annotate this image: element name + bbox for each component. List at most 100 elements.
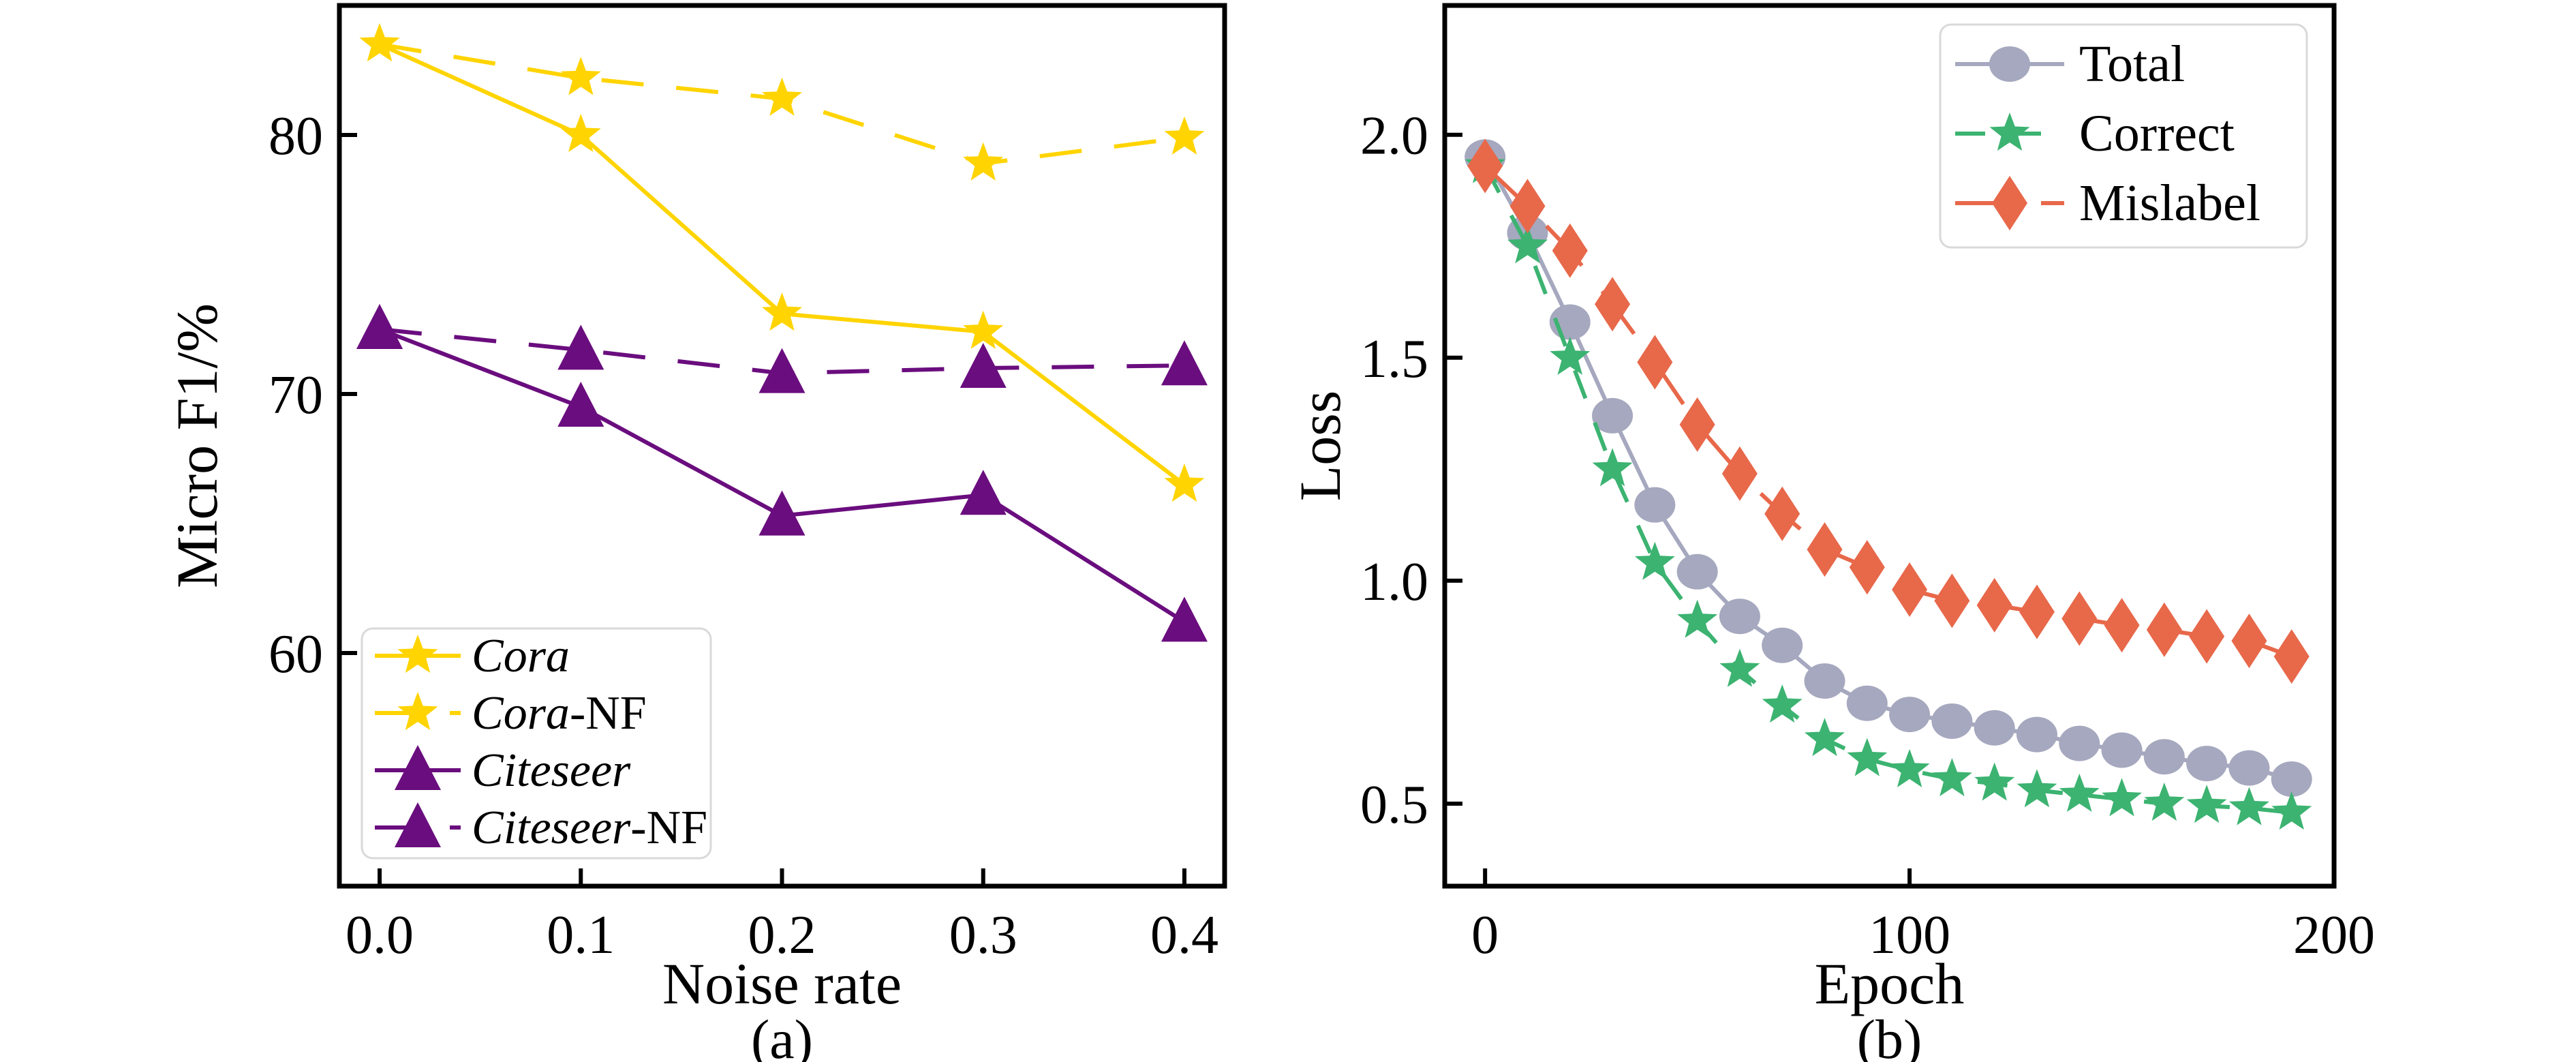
series-Mislabel-diamond-marker xyxy=(2231,613,2267,669)
series-Correct-star-marker xyxy=(2059,773,2100,812)
subplot-caption: (a) xyxy=(751,1008,813,1062)
legend-item-Citeseer-NF-triangle-marker xyxy=(395,802,441,847)
series-Citeseer-triangle-marker xyxy=(1161,596,1208,642)
legend-item-Correct-label: Correct xyxy=(2079,105,2235,162)
series-Mislabel-diamond-marker xyxy=(2061,591,2098,646)
series-Cora-NF-star-marker xyxy=(560,57,601,95)
legend-item-Citeseer: Citeseer xyxy=(375,744,631,797)
legend-item-Citeseer-triangle-marker xyxy=(395,745,441,790)
series-Mislabel xyxy=(1467,138,2310,684)
series-Mislabel-diamond-marker xyxy=(1892,562,1928,617)
x-tick-label: 0.3 xyxy=(949,905,1017,965)
panel-a-plot-area xyxy=(356,23,1208,642)
series-Mislabel-diamond-marker xyxy=(1509,179,1546,234)
series-Total-circle-marker xyxy=(1931,703,1973,739)
series-Correct-star-marker xyxy=(2271,791,2312,830)
series-Mislabel-diamond-marker xyxy=(1849,540,1885,595)
y-tick-label: 80 xyxy=(269,106,323,166)
series-Mislabel-diamond-marker xyxy=(1467,138,1503,194)
series-Cora-star-marker xyxy=(1164,464,1205,502)
legend-b-box xyxy=(1939,23,2308,249)
series-Total-circle-marker xyxy=(2271,761,2312,797)
series-Correct-star-marker xyxy=(1507,225,1548,264)
legend-item-Cora-NF-label: Cora-NF xyxy=(472,687,647,740)
series-Correct-star-marker xyxy=(1805,718,1845,757)
legend-item-Mislabel-label: Mislabel xyxy=(2079,175,2260,232)
series-Mislabel-diamond-marker xyxy=(1807,522,1843,577)
legend-item-Citeseer-NF: Citeseer-NF xyxy=(375,802,707,854)
legend-label-plain-part: Correct xyxy=(2079,105,2235,162)
x-tick-label: 100 xyxy=(1869,905,1950,965)
legend-item-Mislabel: Mislabel xyxy=(1955,175,2260,232)
series-Correct-star-marker xyxy=(2228,787,2269,825)
legend-label-plain-part: -NF xyxy=(570,687,647,740)
series-Mislabel-diamond-marker xyxy=(1679,397,1715,452)
series-Total-circle-marker xyxy=(1676,553,1718,590)
legend-label-italic-part: Cora xyxy=(472,630,570,682)
series-Citeseer-NF-triangle-marker xyxy=(356,304,403,349)
series-Correct-star-marker xyxy=(1931,758,1972,797)
series-Citeseer-triangle-marker xyxy=(960,470,1007,515)
panel-b: 0 100 200 0.5 1.0 1.5 2.0 Epoch Loss (b) Total Corr… xyxy=(1287,3,2375,1062)
y-tick-label: 70 xyxy=(269,365,323,425)
x-tick-label: 200 xyxy=(2293,905,2375,965)
panel-b-frame xyxy=(1442,3,2337,889)
series-Correct-star-marker xyxy=(2017,769,2057,808)
series-Mislabel-diamond-marker xyxy=(2273,629,2310,684)
series-Correct-star-marker xyxy=(2144,783,2185,821)
series-Correct-line xyxy=(1483,165,2293,815)
y-tick-label: 2.0 xyxy=(1360,106,1428,166)
series-Correct-star-marker xyxy=(1762,684,1803,723)
subplot-caption: (b) xyxy=(1857,1008,1922,1062)
series-Cora-NF xyxy=(359,23,1205,181)
series-Mislabel-diamond-marker xyxy=(2104,598,2140,653)
series-Cora-star-marker xyxy=(762,292,802,331)
series-Mislabel-diamond-marker xyxy=(2019,584,2055,639)
legend-item-Citeseer-label: Citeseer xyxy=(472,744,631,797)
x-tick-label: 0.4 xyxy=(1150,905,1218,965)
legend-item-Total: Total xyxy=(1955,35,2185,93)
series-Citeseer-triangle-marker xyxy=(557,382,604,427)
series-Correct-star-marker xyxy=(1592,448,1633,487)
legend-a-box xyxy=(361,627,712,860)
series-Citeseer-triangle-marker xyxy=(758,490,806,536)
series-Correct-star-marker xyxy=(2102,778,2142,817)
series-Cora-line xyxy=(378,42,1186,487)
legend-label-italic-part: Citeseer xyxy=(472,744,631,797)
series-Mislabel-diamond-marker xyxy=(1637,335,1673,390)
series-Mislabel-diamond-marker xyxy=(2146,602,2182,657)
x-tick-label: 0.0 xyxy=(346,905,414,965)
series-Cora-star-marker xyxy=(560,114,601,153)
series-Cora-star-marker xyxy=(963,310,1004,349)
legend-label-plain-part: -NF xyxy=(630,802,707,854)
series-Cora-NF-star-marker xyxy=(762,77,802,116)
series-Total-circle-marker xyxy=(2143,739,2185,775)
legend-label-plain-part: Mislabel xyxy=(2079,175,2260,232)
series-Correct-star-marker xyxy=(1719,648,1760,687)
series-Total-circle-marker xyxy=(2228,750,2270,786)
series-Cora-NF-star-marker xyxy=(1164,116,1205,155)
legend-item-Total-circle-marker xyxy=(1989,46,2030,82)
series-Correct-star-marker xyxy=(2186,785,2227,823)
series-Total-circle-marker xyxy=(1592,397,1634,434)
series-Total-circle-marker xyxy=(1974,710,2015,746)
x-axis-label: Epoch xyxy=(1815,951,1965,1016)
series-Mislabel-diamond-marker xyxy=(1552,223,1588,278)
legend-item-Cora: Cora xyxy=(375,630,570,682)
series-Citeseer-NF-triangle-marker xyxy=(1161,340,1208,386)
series-Citeseer-NF xyxy=(356,304,1208,393)
series-Mislabel-diamond-marker xyxy=(1976,577,2012,633)
series-Correct-star-marker xyxy=(1889,748,1930,787)
y-tick-label: 60 xyxy=(269,624,323,684)
series-Citeseer-NF-triangle-marker xyxy=(758,348,806,393)
x-tick-label: 0.1 xyxy=(547,905,615,965)
series-Total xyxy=(1465,139,2312,797)
series-Correct-star-marker xyxy=(1974,762,2015,801)
legend-item-Cora-label: Cora xyxy=(472,630,570,682)
legend-label-italic-part: Cora xyxy=(472,687,570,740)
legend-label-plain-part: Total xyxy=(2079,35,2185,93)
series-Citeseer-NF-triangle-marker xyxy=(557,324,604,370)
